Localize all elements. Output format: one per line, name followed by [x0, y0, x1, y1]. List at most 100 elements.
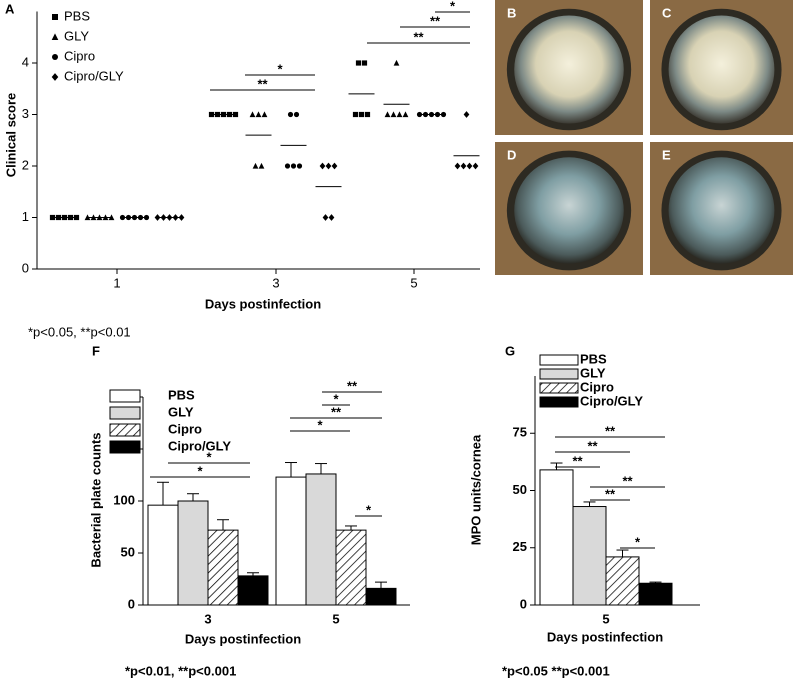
point — [393, 59, 400, 66]
point — [466, 162, 473, 170]
point — [361, 60, 368, 66]
point — [284, 163, 291, 169]
point — [51, 73, 59, 81]
legend-label: PBS — [168, 387, 195, 402]
point — [463, 111, 470, 118]
point — [402, 111, 409, 118]
legend-label: GLY — [64, 28, 89, 43]
point — [52, 54, 58, 60]
legend-label: Cipro/GLY — [168, 438, 231, 453]
y-tick-label: 4 — [22, 54, 29, 69]
legend-swatch — [539, 354, 579, 366]
x-axis-label: Days postinfection — [205, 296, 321, 311]
legend-swatch — [109, 389, 141, 403]
y-tick-label: 50 — [513, 482, 527, 497]
significance-label: ** — [257, 76, 268, 91]
point — [249, 111, 256, 118]
legend-swatch — [539, 382, 579, 394]
significance-label: * — [450, 0, 456, 13]
bar — [638, 582, 673, 606]
bar — [275, 476, 307, 606]
legend-label: Cipro/GLY — [580, 393, 643, 408]
y-axis-label: MPO units/cornea — [468, 434, 483, 545]
point — [322, 214, 329, 221]
y-tick-label: 25 — [513, 539, 527, 554]
y-tick-label: 0 — [22, 260, 29, 275]
point — [252, 162, 259, 169]
y-tick-label: 0 — [520, 596, 527, 611]
x-axis-label: Days postinfection — [185, 631, 301, 646]
legend-label: PBS — [580, 351, 607, 366]
significance-label: ** — [572, 453, 583, 468]
y-tick-label: 100 — [113, 492, 135, 507]
panel-label: A — [5, 1, 15, 16]
photo-cornea — [668, 157, 775, 264]
point — [287, 111, 294, 118]
significance-label: * — [206, 449, 212, 464]
x-tick-label: 1 — [113, 275, 120, 290]
bar — [365, 587, 397, 606]
significance-label: ** — [430, 13, 441, 28]
significance-label: * — [317, 417, 323, 432]
x-tick-label: 5 — [332, 611, 339, 626]
legend-swatch — [539, 396, 579, 408]
photo-label: D — [507, 147, 516, 162]
photo-label: C — [662, 5, 672, 20]
legend-swatch — [109, 423, 141, 437]
bar — [605, 556, 640, 606]
bar — [572, 506, 607, 606]
bar — [237, 575, 269, 606]
point — [255, 111, 262, 118]
point — [454, 162, 461, 170]
significance-label: * — [333, 391, 339, 406]
point — [52, 14, 58, 20]
bar — [335, 529, 367, 606]
legend-label: Cipro — [64, 48, 95, 63]
significance-label: ** — [605, 486, 616, 501]
photo-cornea — [668, 15, 775, 124]
x-tick-label: 5 — [410, 275, 417, 290]
point — [355, 60, 362, 66]
x-axis-label: Days postinfection — [547, 629, 663, 644]
x-tick-label: 3 — [272, 275, 279, 290]
point — [384, 111, 391, 118]
significance-label: ** — [347, 378, 358, 393]
significance-label: ** — [622, 473, 633, 488]
point — [460, 162, 467, 170]
legend-label: PBS — [64, 8, 90, 23]
point — [290, 163, 297, 169]
legend-swatch — [539, 368, 579, 380]
legend-label: Cipro — [168, 421, 202, 436]
significance-label: ** — [331, 404, 342, 419]
legend-label: Cipro/GLY — [64, 68, 124, 83]
point — [352, 111, 359, 118]
y-tick-label: 50 — [121, 544, 135, 559]
significance-label: * — [197, 463, 203, 478]
bar — [177, 500, 209, 606]
bar — [305, 473, 337, 606]
point — [328, 214, 335, 221]
point — [325, 162, 332, 170]
bar — [539, 469, 574, 606]
footnote: *p<0.05, **p<0.01 — [28, 324, 131, 339]
photo-label: B — [507, 5, 516, 20]
photo-cornea — [514, 157, 624, 264]
panel-label: F — [92, 343, 100, 358]
x-tick-label: 5 — [602, 611, 609, 626]
y-tick-label: 75 — [513, 425, 527, 440]
bar — [207, 529, 239, 606]
point — [331, 162, 338, 170]
legend-swatch — [109, 440, 141, 454]
point — [293, 111, 300, 118]
point — [296, 163, 303, 169]
footnote: *p<0.05 **p<0.001 — [502, 663, 610, 678]
significance-label: * — [635, 534, 641, 549]
significance-label: * — [366, 502, 372, 517]
y-axis-label: Bacterial plate counts — [88, 432, 103, 567]
point — [319, 162, 326, 170]
significance-label: ** — [413, 29, 424, 44]
legend-label: GLY — [580, 365, 606, 380]
photo-label: E — [662, 147, 671, 162]
legend-swatch — [109, 406, 141, 420]
